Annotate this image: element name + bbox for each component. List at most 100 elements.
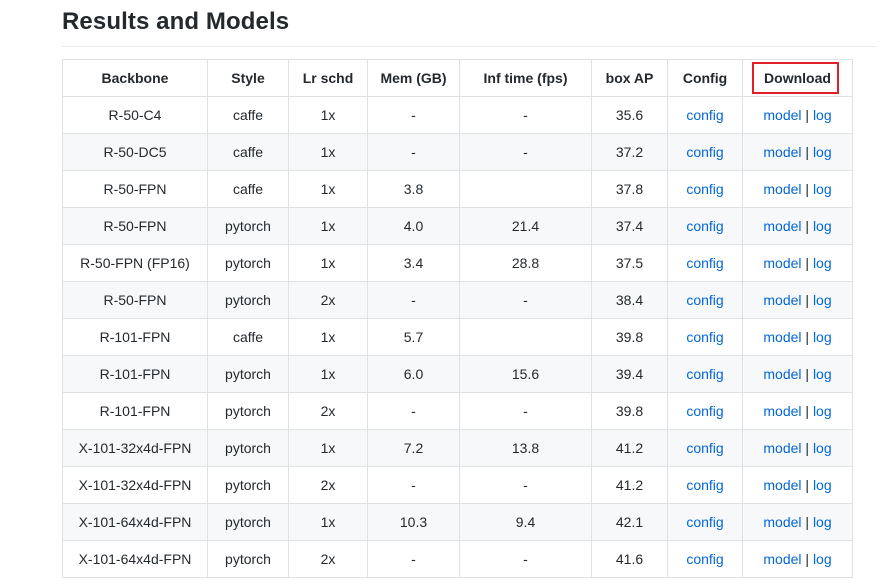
table-row: X-101-64x4d-FPN pytorch 2x - -41.6 config mode… [62,540,853,578]
model-link[interactable]: model [763,440,802,456]
cell-download: model | log [742,355,853,393]
cell-config: config [667,133,743,171]
column-header-inf-time-fps: Inf time (fps) [459,59,592,97]
model-link[interactable]: model [763,181,802,197]
cell-mem-gb: 6.0 [367,355,460,393]
config-link[interactable]: config [686,255,724,271]
table-row: X-101-32x4d-FPN pytorch 2x - -41.2 config mode… [62,466,853,504]
column-header-box-ap: box AP [591,59,668,97]
cell-lr-schd: 1x [288,355,368,393]
cell-style: caffe [207,133,289,171]
cell-config: config [667,355,743,393]
cell-download: model | log [742,96,853,134]
config-link[interactable]: config [686,440,724,456]
cell-style: pytorch [207,540,289,578]
config-link[interactable]: config [686,292,724,308]
link-separator: | [801,255,813,271]
cell-download: model | log [742,170,853,208]
link-separator: | [801,366,813,382]
config-link[interactable]: config [686,329,724,345]
model-link[interactable]: model [763,514,802,530]
log-link[interactable]: log [812,218,832,234]
model-link[interactable]: model [763,107,802,123]
model-link[interactable]: model [763,551,802,567]
config-link[interactable]: config [686,144,724,160]
cell-download: model | log [742,466,853,504]
model-link[interactable]: model [763,255,802,271]
cell-download: model | log [742,429,853,467]
cell-inf-time-fps: - [459,96,592,134]
column-header-config: Config [667,59,743,97]
cell-backbone: X-101-32x4d-FPN [62,466,208,504]
log-link[interactable]: log [812,514,832,530]
cell-lr-schd: 1x [288,170,368,208]
cell-mem-gb: - [367,392,460,430]
model-link[interactable]: model [763,218,802,234]
log-link[interactable]: log [812,329,832,345]
model-link[interactable]: model [763,292,802,308]
log-link[interactable]: log [812,292,832,308]
cell-mem-gb: 7.2 [367,429,460,467]
model-link[interactable]: model [763,144,802,160]
log-link[interactable]: log [812,366,832,382]
cell-mem-gb: - [367,96,460,134]
config-link[interactable]: config [686,551,724,567]
log-link[interactable]: log [812,477,832,493]
column-header-label: Style [231,70,265,86]
cell-backbone: R-50-FPN [62,207,208,245]
cell-style: pytorch [207,355,289,393]
table-header-row: Backbone Style Lr schd Mem (GB) Inf time (fp… [62,59,853,97]
log-link[interactable]: log [812,440,832,456]
log-link[interactable]: log [812,403,832,419]
cell-download: model | log [742,392,853,430]
cell-box-ap: 41.6 [591,540,668,578]
log-link[interactable]: log [812,551,832,567]
log-link[interactable]: log [812,255,832,271]
table-row: R-50-C4 caffe 1x - -35.6 config model | log [62,96,853,134]
column-header-style: Style [207,59,289,97]
cell-config: config [667,429,743,467]
log-link[interactable]: log [812,181,832,197]
cell-backbone: R-50-C4 [62,96,208,134]
column-header-label: Mem (GB) [380,70,447,86]
cell-backbone: X-101-32x4d-FPN [62,429,208,467]
column-header-mem-gb: Mem (GB) [367,59,460,97]
cell-box-ap: 37.2 [591,133,668,171]
cell-download: model | log [742,244,853,282]
config-link[interactable]: config [686,366,724,382]
column-header-label: Inf time (fps) [483,70,568,86]
cell-style: pytorch [207,207,289,245]
table-row: R-50-DC5 caffe 1x - -37.2 config model | log [62,133,853,171]
model-link[interactable]: model [763,477,802,493]
cell-style: pytorch [207,281,289,319]
cell-config: config [667,281,743,319]
model-link[interactable]: model [763,366,802,382]
page-title: Results and Models [62,8,877,47]
config-link[interactable]: config [686,477,724,493]
config-link[interactable]: config [686,218,724,234]
log-link[interactable]: log [812,107,832,123]
cell-box-ap: 41.2 [591,466,668,504]
cell-backbone: R-50-FPN [62,170,208,208]
cell-mem-gb: 10.3 [367,503,460,541]
cell-download: model | log [742,133,853,171]
model-link[interactable]: model [763,329,802,345]
config-link[interactable]: config [686,403,724,419]
config-link[interactable]: config [686,107,724,123]
config-link[interactable]: config [686,514,724,530]
config-link[interactable]: config [686,181,724,197]
cell-backbone: X-101-64x4d-FPN [62,540,208,578]
cell-lr-schd: 2x [288,281,368,319]
cell-backbone: R-101-FPN [62,392,208,430]
cell-style: pytorch [207,503,289,541]
cell-box-ap: 39.8 [591,318,668,356]
model-link[interactable]: model [763,403,802,419]
cell-lr-schd: 1x [288,429,368,467]
table-row: X-101-32x4d-FPN pytorch 1x 7.2 13.8 41.2 confi… [62,429,853,467]
cell-style: caffe [207,170,289,208]
log-link[interactable]: log [812,144,832,160]
table-row: R-50-FPN pytorch 2x - -38.4 config model | log [62,281,853,319]
cell-mem-gb: 4.0 [367,207,460,245]
cell-config: config [667,540,743,578]
cell-lr-schd: 1x [288,503,368,541]
